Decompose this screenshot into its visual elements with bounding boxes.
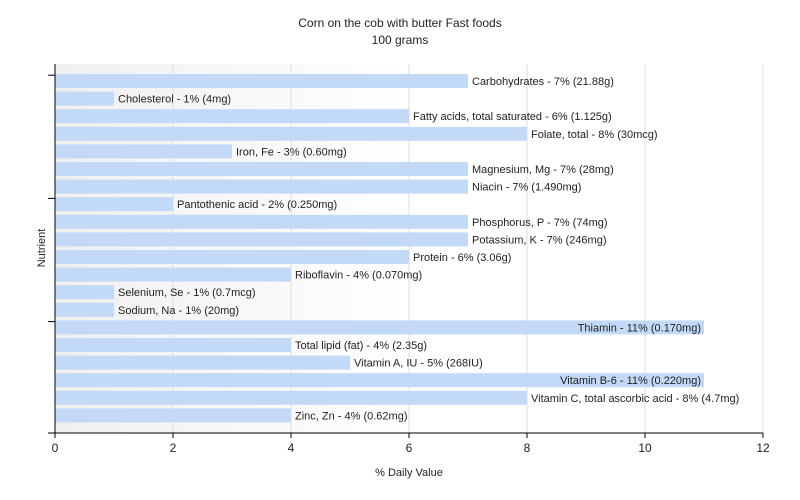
bar-label: Protein - 6% (3.06g)	[413, 252, 511, 264]
bar-label: Iron, Fe - 3% (0.60mg)	[236, 146, 347, 158]
bar-label: Vitamin B-6 - 11% (0.220mg)	[560, 375, 701, 387]
x-tick-label: 8	[524, 441, 531, 455]
bars-group: Carbohydrates - 7% (21.88g) Cholesterol -…	[55, 74, 739, 423]
axes-group: 0 2 4 6 8 10 12	[48, 64, 770, 455]
bar-label: Phosphorus, P - 7% (74mg)	[472, 217, 608, 229]
x-tick-label: 2	[170, 441, 177, 455]
bar	[55, 250, 409, 264]
bar	[55, 144, 232, 159]
bar	[55, 267, 291, 282]
bar-label: Riboflavin - 4% (0.070mg)	[295, 270, 422, 282]
bar-label: Pantothenic acid - 2% (0.250mg)	[177, 199, 337, 211]
bar-label: Fatty acids, total saturated - 6% (1.125…	[413, 111, 612, 123]
bar	[55, 320, 704, 335]
chart-subtitle: 100 grams	[372, 33, 429, 47]
bar-label: Thiamin - 11% (0.170mg)	[578, 322, 701, 334]
bar	[55, 179, 468, 194]
bar	[55, 285, 114, 300]
bar	[55, 214, 468, 229]
bar-label: Folate, total - 8% (30mcg)	[531, 129, 658, 141]
bar	[55, 197, 173, 212]
bar	[55, 74, 468, 88]
bar-label: Vitamin C, total ascorbic acid - 8% (4.7…	[531, 393, 739, 405]
grid-lines	[172, 64, 764, 433]
x-axis-label: % Daily Value	[375, 467, 443, 479]
x-tick-label: 12	[756, 441, 770, 455]
bar-label: Selenium, Se - 1% (0.7mcg)	[118, 287, 256, 299]
bar	[55, 126, 527, 141]
bar-label: Total lipid (fat) - 4% (2.35g)	[295, 340, 427, 352]
x-tick-label: 4	[288, 441, 295, 455]
bar	[55, 373, 704, 388]
x-tick-label: 10	[638, 441, 652, 455]
bar-label: Cholesterol - 1% (4mg)	[118, 94, 231, 106]
bar-label: Vitamin A, IU - 5% (268IU)	[354, 358, 483, 370]
bar	[55, 408, 291, 423]
bar	[55, 302, 114, 317]
bar	[55, 232, 468, 247]
x-tick-label: 0	[52, 441, 59, 455]
bar-label: Potassium, K - 7% (246mg)	[472, 234, 607, 246]
bar	[55, 338, 291, 352]
x-tick-label: 6	[406, 441, 413, 455]
bar	[55, 109, 409, 124]
bar-label: Zinc, Zn - 4% (0.62mg)	[295, 410, 407, 422]
bar-label: Carbohydrates - 7% (21.88g)	[472, 76, 614, 88]
bar-label: Niacin - 7% (1.490mg)	[472, 182, 581, 194]
y-axis-label: Nutrient	[36, 229, 48, 268]
chart-title: Corn on the cob with butter Fast foods	[298, 16, 501, 30]
bar	[55, 390, 527, 405]
bar	[55, 355, 350, 370]
bar	[55, 91, 114, 106]
bar	[55, 162, 468, 176]
bar-label: Sodium, Na - 1% (20mg)	[118, 305, 239, 317]
bar-label: Magnesium, Mg - 7% (28mg)	[472, 164, 614, 176]
